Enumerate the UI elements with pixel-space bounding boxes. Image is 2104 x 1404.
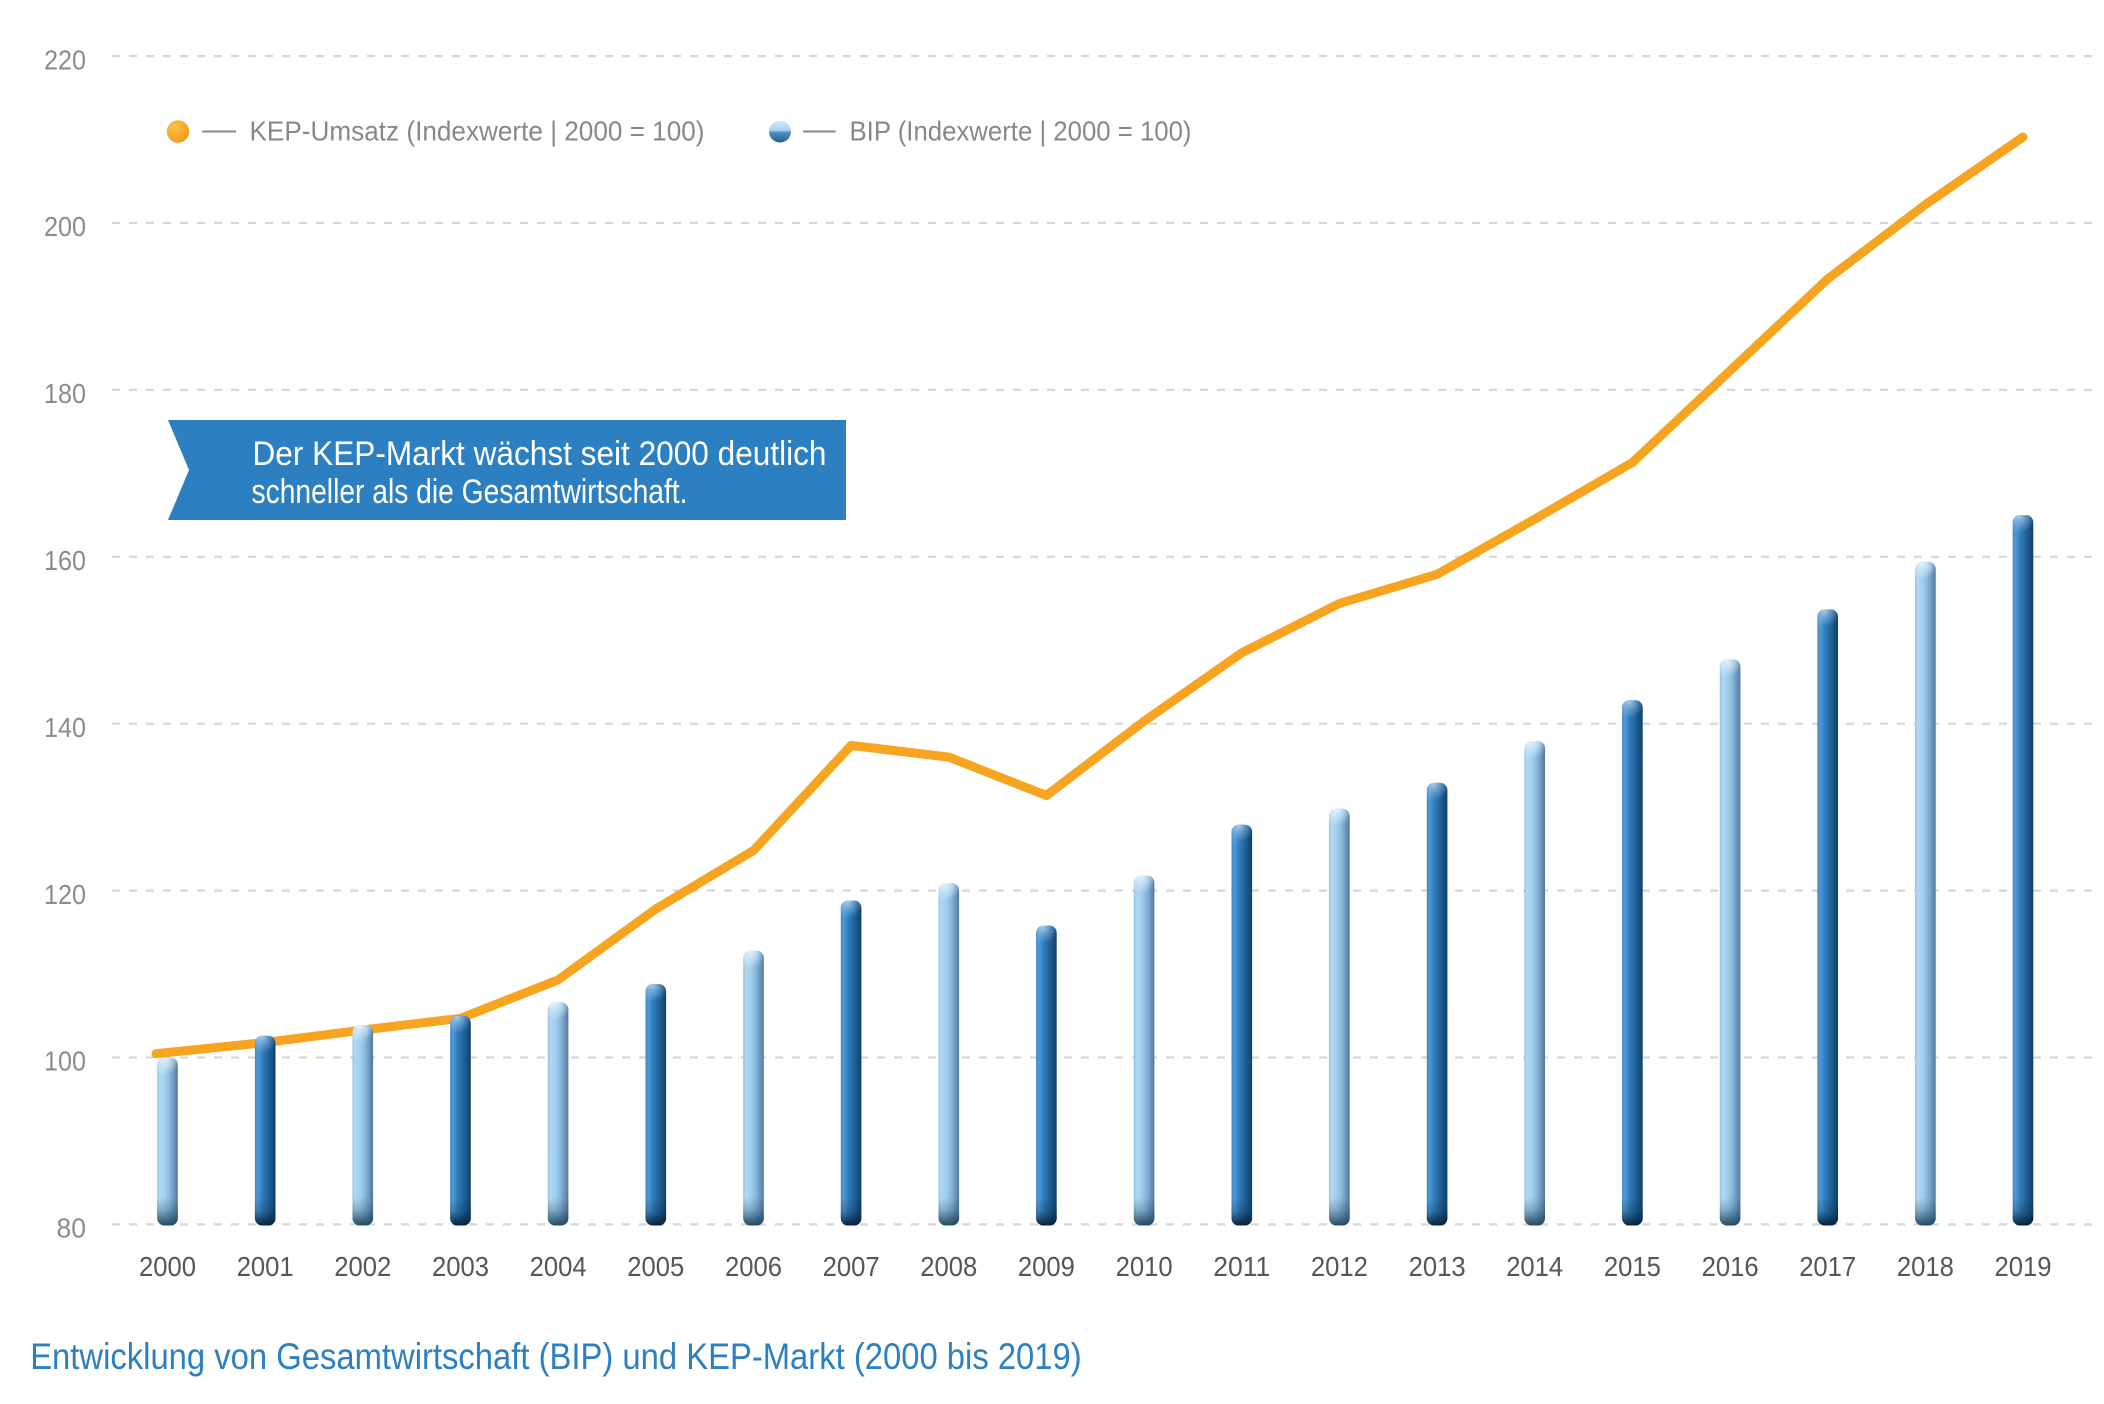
svg-text:KEP-Umsatz (Indexwerte | 2000: KEP-Umsatz (Indexwerte | 2000 = 100) bbox=[250, 116, 705, 147]
svg-text:160: 160 bbox=[44, 545, 86, 576]
svg-text:BIP (Indexwerte | 2000 = 100): BIP (Indexwerte | 2000 = 100) bbox=[850, 116, 1192, 147]
svg-text:2003: 2003 bbox=[432, 1251, 489, 1282]
svg-text:2018: 2018 bbox=[1897, 1251, 1954, 1282]
svg-text:2007: 2007 bbox=[823, 1251, 880, 1282]
svg-text:2016: 2016 bbox=[1702, 1251, 1759, 1282]
svg-text:2008: 2008 bbox=[920, 1251, 977, 1282]
svg-text:80: 80 bbox=[57, 1213, 87, 1244]
svg-text:Entwicklung von Gesamtwirtscha: Entwicklung von Gesamtwirtschaft (BIP) u… bbox=[30, 1335, 1082, 1377]
svg-text:100: 100 bbox=[44, 1046, 86, 1077]
svg-text:2011: 2011 bbox=[1213, 1251, 1270, 1282]
svg-text:Der KEP-Markt wächst seit 2000: Der KEP-Markt wächst seit 2000 deutlich bbox=[253, 435, 827, 473]
svg-text:120: 120 bbox=[44, 879, 86, 910]
svg-text:180: 180 bbox=[44, 378, 86, 409]
svg-text:2019: 2019 bbox=[1995, 1251, 2052, 1282]
svg-text:2017: 2017 bbox=[1799, 1251, 1856, 1282]
svg-text:schneller als die Gesamtwirtsc: schneller als die Gesamtwirtschaft. bbox=[252, 473, 688, 511]
svg-text:2006: 2006 bbox=[725, 1251, 782, 1282]
svg-text:2002: 2002 bbox=[334, 1251, 391, 1282]
svg-text:2009: 2009 bbox=[1018, 1251, 1075, 1282]
svg-text:2013: 2013 bbox=[1409, 1251, 1466, 1282]
svg-text:2014: 2014 bbox=[1506, 1251, 1563, 1282]
svg-text:2012: 2012 bbox=[1311, 1251, 1368, 1282]
svg-text:200: 200 bbox=[44, 211, 86, 242]
svg-text:2001: 2001 bbox=[237, 1251, 294, 1282]
svg-text:2010: 2010 bbox=[1116, 1251, 1173, 1282]
svg-text:2000: 2000 bbox=[139, 1251, 196, 1282]
svg-text:2004: 2004 bbox=[530, 1251, 587, 1282]
svg-text:140: 140 bbox=[44, 712, 86, 743]
svg-text:2015: 2015 bbox=[1604, 1251, 1661, 1282]
svg-text:2005: 2005 bbox=[627, 1251, 684, 1282]
svg-text:220: 220 bbox=[44, 44, 86, 75]
